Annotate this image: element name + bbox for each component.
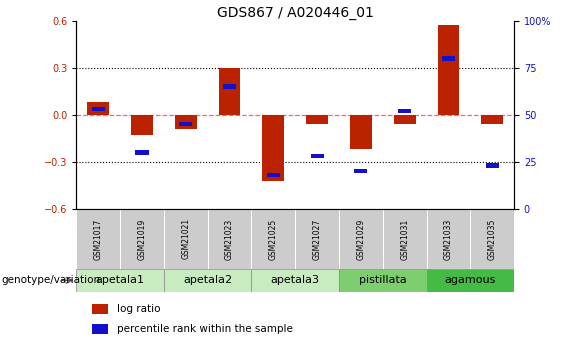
Text: apetala3: apetala3: [271, 275, 320, 285]
Text: GSM21029: GSM21029: [357, 218, 366, 259]
Text: GSM21033: GSM21033: [444, 218, 453, 259]
Bar: [219, 68, 241, 115]
Text: agamous: agamous: [445, 275, 496, 285]
Text: GSM21021: GSM21021: [181, 218, 190, 259]
Bar: [427, 269, 514, 292]
Bar: [164, 269, 251, 292]
Bar: [486, 163, 499, 168]
Bar: [481, 115, 503, 124]
Bar: [223, 84, 236, 89]
Bar: [383, 209, 427, 269]
Text: GSM21019: GSM21019: [137, 218, 146, 259]
Bar: [394, 115, 416, 124]
Bar: [350, 115, 372, 149]
Bar: [131, 115, 153, 135]
Bar: [136, 150, 149, 155]
Text: apetala2: apetala2: [183, 275, 232, 285]
Bar: [311, 154, 324, 158]
Bar: [76, 209, 120, 269]
Bar: [175, 115, 197, 129]
Bar: [470, 209, 514, 269]
Text: log ratio: log ratio: [117, 304, 160, 314]
Bar: [442, 56, 455, 61]
Text: pistillata: pistillata: [359, 275, 407, 285]
Text: GSM21027: GSM21027: [312, 218, 321, 259]
Text: apetala1: apetala1: [95, 275, 145, 285]
Bar: [267, 172, 280, 177]
Bar: [354, 169, 367, 174]
Text: GSM21017: GSM21017: [94, 218, 103, 259]
Bar: [92, 324, 108, 334]
Bar: [92, 107, 105, 111]
Text: GSM21023: GSM21023: [225, 218, 234, 259]
Text: genotype/variation: genotype/variation: [1, 276, 100, 285]
Bar: [87, 102, 109, 115]
Bar: [251, 269, 339, 292]
Bar: [120, 209, 164, 269]
Bar: [306, 115, 328, 124]
Bar: [251, 209, 295, 269]
Text: GSM21025: GSM21025: [269, 218, 278, 259]
Bar: [295, 209, 339, 269]
Text: GSM21031: GSM21031: [400, 218, 409, 259]
Text: GSM21035: GSM21035: [488, 218, 497, 259]
Bar: [262, 115, 284, 180]
Bar: [427, 209, 470, 269]
Bar: [208, 209, 251, 269]
Bar: [179, 122, 192, 127]
Bar: [164, 209, 208, 269]
Bar: [339, 209, 383, 269]
Bar: [76, 269, 164, 292]
Title: GDS867 / A020446_01: GDS867 / A020446_01: [217, 6, 373, 20]
Bar: [398, 109, 411, 113]
Bar: [437, 26, 459, 115]
Bar: [339, 269, 427, 292]
Bar: [92, 304, 108, 314]
Text: percentile rank within the sample: percentile rank within the sample: [117, 324, 293, 334]
